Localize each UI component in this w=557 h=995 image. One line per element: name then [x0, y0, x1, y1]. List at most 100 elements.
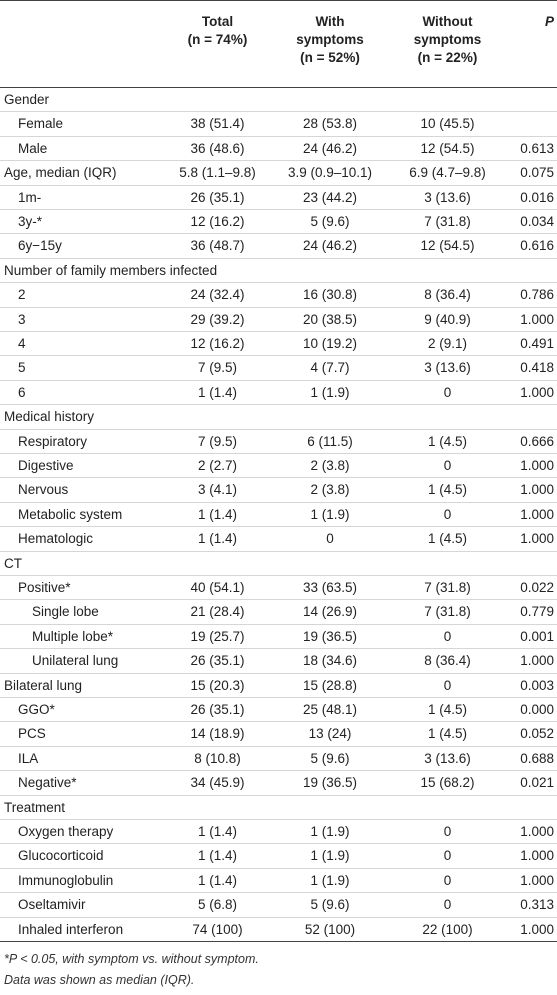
cell-value: 0.003: [520, 677, 554, 693]
table-header: Total (n = 74%) With symptoms (n = 52%) With…: [0, 0, 557, 88]
row-label: Hematologic: [18, 531, 94, 547]
cell-value: 1 (4.5): [427, 433, 468, 449]
cell-value: 7 (31.8): [424, 580, 471, 595]
table-row: 3 29 (39.2) 20 (38.5) 9 (40.9) 1.000: [0, 308, 557, 332]
cell-value: 0.666: [520, 433, 554, 449]
cell-value: 1.000: [520, 872, 554, 888]
row-label: 5: [18, 360, 26, 376]
cell-value: 1.000: [520, 482, 554, 498]
table-row: 1m- 26 (35.1) 23 (44.2) 3 (13.6) 0.016: [0, 186, 557, 210]
cell-value: 10 (19.2): [302, 336, 358, 351]
cell-value: 10 (45.5): [420, 116, 475, 132]
row-label: Positive*: [18, 580, 71, 595]
cell-value: 1 (1.4): [197, 506, 238, 522]
footnote: *P < 0.05, with symptom vs. without symp…: [4, 952, 259, 966]
cell-value: 1 (4.5): [427, 702, 468, 717]
cell-value: 0.313: [520, 897, 554, 913]
table-row: Digestive 2 (2.7) 2 (3.8) 0 1.000: [0, 454, 557, 479]
cell-value: 3 (13.6): [424, 189, 471, 205]
cell-value: 1.000: [520, 311, 554, 327]
table-row: 3y-* 12 (16.2) 5 (9.6) 7 (31.8) 0.034: [0, 210, 557, 235]
table-row: Oseltamivir 5 (6.8) 5 (9.6) 0 0.313: [0, 893, 557, 918]
cell-value: 0.616: [520, 238, 554, 254]
cell-value: 36 (48.6): [190, 140, 245, 156]
cell-value: 1.000: [520, 384, 554, 400]
cell-value: 20 (38.5): [302, 311, 358, 327]
cell-value: 1 (1.4): [197, 848, 238, 864]
cell-value: 2 (2.7): [197, 458, 238, 473]
table-row: Positive* 40 (54.1) 33 (63.5) 7 (31.8) 0.022: [0, 576, 557, 601]
table-row: GGO* 26 (35.1) 25 (48.1) 1 (4.5) 0.000: [0, 698, 557, 723]
header-title: Without symptoms: [413, 14, 482, 47]
cell-value: 1 (1.9): [310, 506, 350, 522]
row-label: Nervous: [18, 482, 69, 498]
cell-value: 0: [443, 824, 452, 839]
row-label: Bilateral lung: [4, 677, 83, 693]
footnote: Data was shown as median (IQR).: [4, 973, 195, 987]
cell-value: 13 (24): [308, 726, 352, 742]
cell-value: 0.052: [520, 726, 554, 742]
table-row: Oxygen therapy 1 (1.4) 1 (1.9) 0 1.000: [0, 820, 557, 845]
cell-value: 3 (13.6): [424, 360, 471, 376]
cell-value: 2 (3.8): [310, 458, 350, 473]
row-label: Unilateral lung: [32, 653, 119, 669]
cell-value: 1 (1.9): [310, 824, 350, 839]
cell-value: 36 (48.7): [190, 238, 245, 254]
cell-value: 1.000: [520, 824, 554, 839]
cell-value: 12 (54.5): [420, 140, 475, 156]
row-label: Medical history: [4, 409, 95, 425]
cell-value: 1 (1.4): [197, 872, 238, 888]
cell-value: 1 (1.4): [197, 384, 238, 400]
row-label: Multiple lobe*: [32, 628, 114, 644]
row-label: Metabolic system: [18, 506, 123, 522]
cell-value: 5 (9.6): [310, 214, 350, 229]
cell-value: 0.034: [520, 214, 554, 229]
row-label: Treatment: [4, 799, 66, 815]
table-row: Female 38 (51.4) 28 (53.8) 10 (45.5): [0, 112, 557, 137]
cell-value: 19 (25.7): [190, 628, 245, 644]
cell-value: 1 (4.5): [427, 726, 468, 742]
row-label: Number of family members infected: [4, 262, 218, 278]
cell-value: 15 (68.2): [420, 775, 475, 791]
cell-value: 0.688: [520, 750, 554, 766]
cell-value: 8 (36.4): [424, 287, 471, 303]
cell-value: 1.000: [520, 921, 554, 937]
header-subtitle: (n = 22%): [417, 50, 478, 65]
table-row: Immunoglobulin 1 (1.4) 1 (1.9) 0 1.000: [0, 869, 557, 894]
cell-value: 34 (45.9): [190, 775, 245, 791]
cell-value: 8 (10.8): [194, 750, 241, 766]
cell-value: 16 (30.8): [302, 287, 358, 303]
header-cell: Total (n = 74%): [160, 13, 275, 49]
cell-value: 1.000: [520, 653, 554, 669]
row-label: ILA: [18, 750, 39, 766]
cell-value: 3 (13.6): [424, 750, 471, 766]
row-label: Age, median (IQR): [4, 165, 117, 181]
cell-value: 0.779: [520, 604, 554, 620]
table-row: Single lobe 21 (28.4) 14 (26.9) 7 (31.8) 0.7…: [0, 600, 557, 625]
cell-value: 21 (28.4): [190, 604, 245, 620]
row-label: Immunoglobulin: [18, 872, 114, 888]
table-row: Medical history: [0, 405, 557, 430]
row-label: 1m-: [18, 189, 42, 205]
cell-value: 2 (3.8): [310, 482, 350, 498]
cell-value: 29 (39.2): [190, 311, 245, 327]
cell-value: 1.000: [520, 848, 554, 864]
cell-value: 40 (54.1): [190, 580, 245, 595]
header-cell: P: [510, 13, 554, 31]
cell-value: 26 (35.1): [190, 189, 245, 205]
cell-value: 7 (9.5): [197, 433, 238, 449]
row-label: 3y-*: [18, 214, 43, 229]
cell-value: 0: [443, 384, 452, 400]
cell-value: 0: [326, 531, 334, 547]
cell-value: 15 (20.3): [190, 677, 245, 693]
cell-value: 12 (16.2): [190, 214, 245, 229]
row-label: Female: [18, 116, 64, 132]
cell-value: 1 (1.4): [197, 824, 238, 839]
table-row: 6y−15y 36 (48.7) 24 (46.2) 12 (54.5) 0.616: [0, 234, 557, 259]
cell-value: 0: [443, 458, 452, 473]
table-row: Hematologic 1 (1.4) 0 1 (4.5) 1.000: [0, 527, 557, 552]
header-title: With symptoms: [296, 14, 364, 47]
row-label: 6: [18, 384, 26, 400]
